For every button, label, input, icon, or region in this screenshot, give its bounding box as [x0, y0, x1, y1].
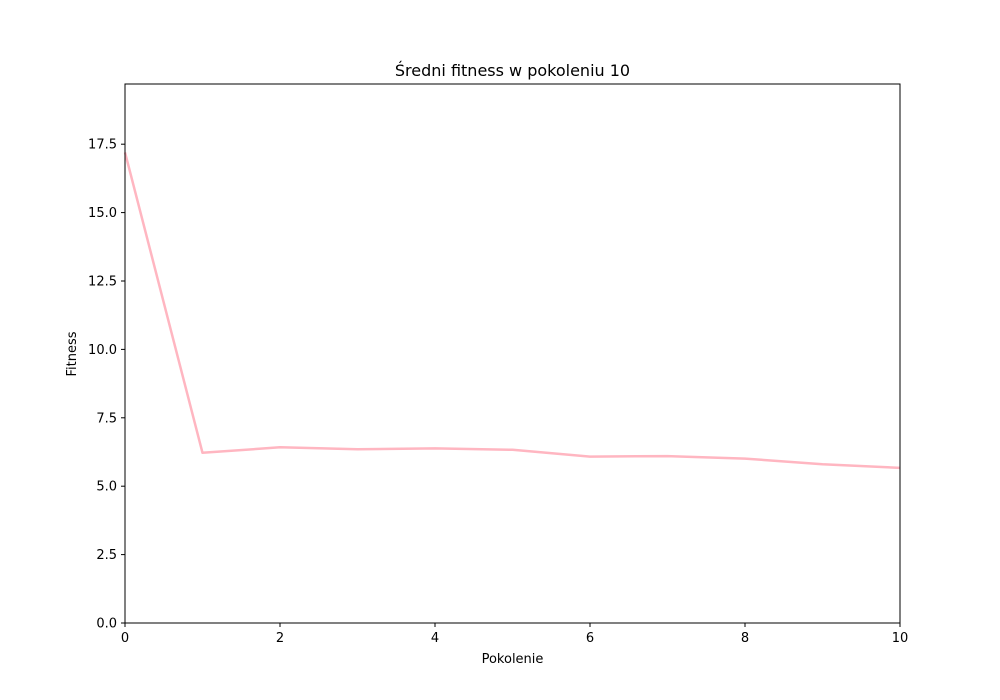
- y-axis-title: Fitness: [65, 331, 80, 376]
- series-line: [123, 152, 901, 470]
- x-tick-label: 10: [892, 631, 909, 646]
- x-tick-label: 4: [431, 631, 439, 646]
- y-tick-label: 2.5: [96, 548, 117, 563]
- y-tick-label: 7.5: [96, 411, 117, 426]
- y-tick-label: 17.5: [88, 138, 117, 153]
- x-tick-label: 2: [276, 631, 284, 646]
- x-axis-title: Pokolenie: [482, 652, 544, 667]
- x-axis-ticks: 0 2 4 6 8 10: [121, 623, 908, 646]
- chart-title: Średni fitness w pokoleniu 10: [395, 61, 630, 80]
- x-tick-label: 8: [741, 631, 749, 646]
- y-tick-label: 0.0: [96, 617, 117, 632]
- y-tick-label: 12.5: [88, 274, 117, 289]
- plot-frame: [124, 83, 901, 624]
- y-tick-label: 15.0: [88, 206, 117, 221]
- x-tick-label: 6: [586, 631, 594, 646]
- y-tick-label: 5.0: [96, 480, 117, 495]
- x-tick-label: 0: [121, 631, 129, 646]
- series-layer: [123, 152, 901, 470]
- y-axis-ticks: 0.0 2.5 5.0 7.5 10.0 12.5 15.0 17.5: [88, 138, 125, 632]
- y-tick-label: 10.0: [88, 343, 117, 358]
